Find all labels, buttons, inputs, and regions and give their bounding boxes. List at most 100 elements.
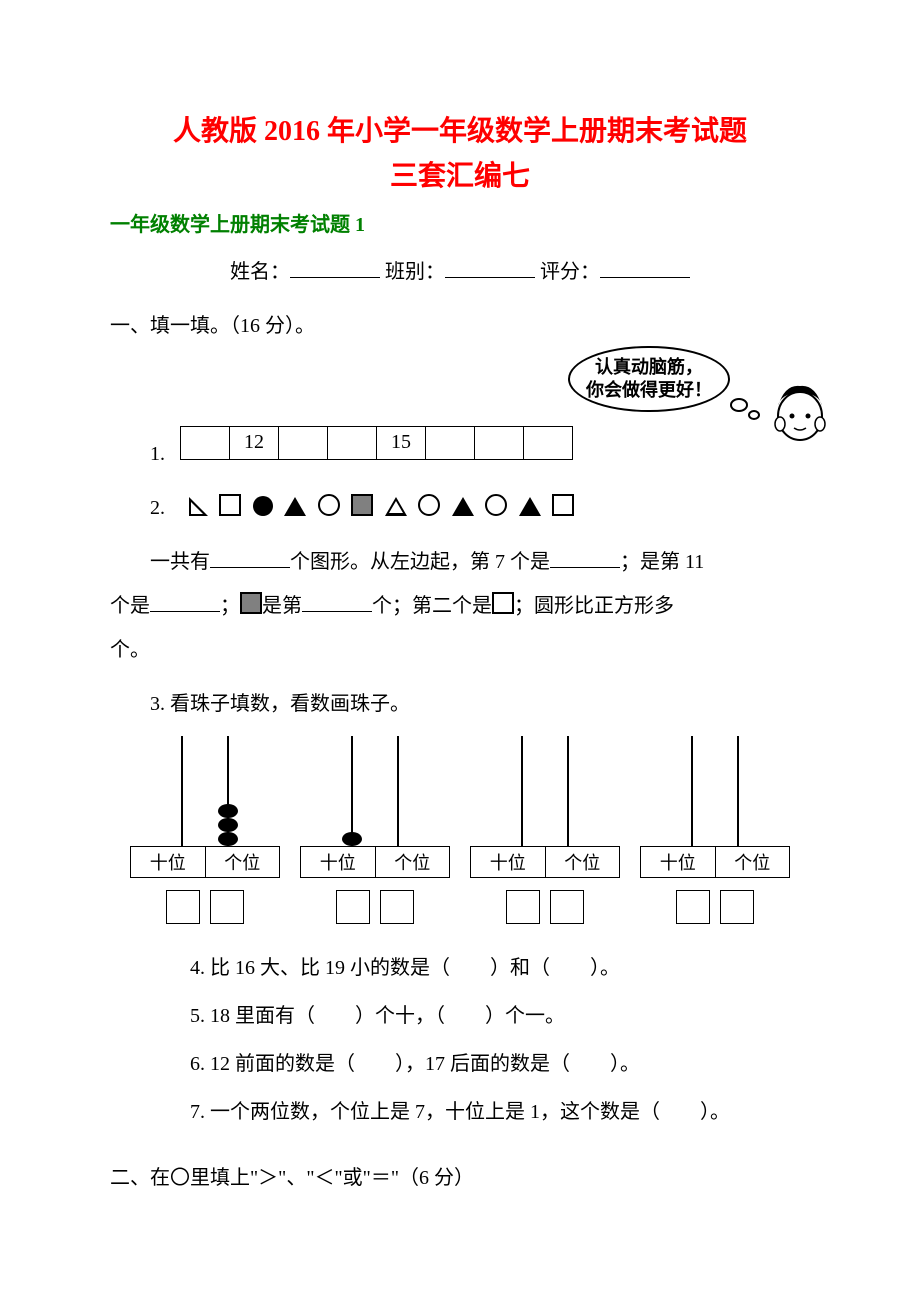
rods	[300, 736, 450, 846]
section-1-heading: 一、填一填。（16 分）。	[110, 306, 810, 346]
main-title: 人教版 2016 年小学一年级数学上册期末考试题 三套汇编七	[110, 110, 810, 200]
q2-text: 一共有 个图形。从左边起，第 7 个是 ；是第 11 个是 ； 是第 个；第二个是 ；圆形比…	[110, 540, 810, 672]
student-info: 姓名： 班别： 评分：	[110, 255, 810, 284]
bead-icon	[218, 804, 238, 818]
circle-outline-icon	[318, 494, 340, 516]
square-outline-icon	[552, 494, 574, 516]
bubble-tail	[748, 410, 760, 420]
title-line2: 三套汇编七	[390, 161, 530, 192]
q2-tg: 个；第二个是	[372, 595, 492, 617]
circle-outline-icon	[485, 494, 507, 516]
circle-outline-icon	[418, 494, 440, 516]
answer-box[interactable]	[676, 890, 710, 924]
q2-ti: 个。	[110, 639, 150, 661]
ones-label: 个位	[546, 847, 620, 877]
answer-box[interactable]	[550, 890, 584, 924]
blank[interactable]	[150, 589, 220, 612]
ones-rod[interactable]	[567, 736, 569, 846]
title-line1: 人教版 2016 年小学一年级数学上册期末考试题	[173, 116, 747, 147]
answer-boxes	[300, 890, 450, 924]
tens-rod	[351, 736, 353, 846]
q2-te: ；	[220, 595, 240, 617]
place-labels: 十位 个位	[130, 846, 280, 878]
triangle-fill-icon	[452, 497, 474, 516]
tens-rod[interactable]	[521, 736, 523, 846]
blank[interactable]	[302, 589, 372, 612]
q7: 7. 一个两位数，个位上是 7，十位上是 1，这个数是（ ）。	[190, 1088, 810, 1136]
blank[interactable]	[550, 545, 620, 568]
rods	[130, 736, 280, 846]
answer-box[interactable]	[336, 890, 370, 924]
abacus-4: 十位 个位	[640, 736, 790, 924]
square-outline-icon	[219, 494, 241, 516]
place-labels: 十位 个位	[470, 846, 620, 878]
triangle-fill-icon	[519, 497, 541, 516]
circle-fill-icon	[253, 496, 273, 516]
square-fill-icon	[351, 494, 373, 516]
place-labels: 十位 个位	[300, 846, 450, 878]
bead-icon	[342, 832, 362, 846]
name-label: 姓名：	[230, 261, 290, 283]
subtitle: 一年级数学上册期末考试题 1	[110, 208, 810, 237]
answer-boxes	[130, 890, 280, 924]
ones-label: 个位	[376, 847, 450, 877]
tens-rod	[181, 736, 183, 846]
bubble-line1: 认真动脑筋，	[595, 357, 703, 377]
answer-box[interactable]	[210, 890, 244, 924]
q2-row: 2.	[110, 494, 810, 520]
square-outline-icon	[492, 592, 514, 614]
answer-box[interactable]	[720, 890, 754, 924]
answer-box[interactable]	[166, 890, 200, 924]
abacus-2: 十位 个位	[300, 736, 450, 924]
tens-label: 十位	[641, 847, 716, 877]
speech-bubble: 认真动脑筋， 你会做得更好！	[568, 346, 730, 413]
q2-label: 2.	[150, 497, 165, 519]
ones-label: 个位	[206, 847, 280, 877]
answer-boxes	[470, 890, 620, 924]
q2-th: ；圆形比正方形多	[514, 595, 674, 617]
q2-td: 个是	[110, 595, 150, 617]
bead-icon	[218, 832, 238, 846]
rods	[470, 736, 620, 846]
q1-label: 1.	[150, 443, 165, 465]
triangle-fill-icon	[284, 497, 306, 516]
abacus-row: 十位 个位 十位 个位	[110, 736, 810, 924]
bubble-line2: 你会做得更好！	[586, 380, 712, 400]
ones-rod	[227, 736, 229, 846]
score-label: 评分：	[540, 261, 600, 283]
tens-label: 十位	[131, 847, 206, 877]
child-face-icon	[770, 376, 830, 446]
tens-label: 十位	[301, 847, 376, 877]
page: 人教版 2016 年小学一年级数学上册期末考试题 三套汇编七 一年级数学上册期末…	[0, 0, 920, 1258]
place-labels: 十位 个位	[640, 846, 790, 878]
answer-box[interactable]	[380, 890, 414, 924]
class-blank[interactable]	[445, 255, 535, 278]
abacus-3: 十位 个位	[470, 736, 620, 924]
triangle-outline-icon	[385, 497, 407, 516]
bubble-row: 认真动脑筋， 你会做得更好！	[110, 346, 810, 436]
q2-tc: ；是第 11	[620, 551, 704, 573]
ones-rod[interactable]	[737, 736, 739, 846]
blank[interactable]	[210, 545, 290, 568]
answer-box[interactable]	[506, 890, 540, 924]
section-2-heading: 二、在〇里填上"＞"、"＜"或"＝"（6 分）	[110, 1158, 810, 1198]
class-label: 班别：	[385, 261, 445, 283]
bubble-tail	[730, 398, 748, 412]
tens-rod[interactable]	[691, 736, 693, 846]
q2-tf: 是第	[262, 595, 302, 617]
right-triangle-icon	[189, 497, 208, 516]
ones-label: 个位	[716, 847, 790, 877]
answer-boxes	[640, 890, 790, 924]
q2-ta: 一共有	[150, 551, 210, 573]
ones-rod	[397, 736, 399, 846]
bead-icon	[218, 818, 238, 832]
q2-tb: 个图形。从左边起，第 7 个是	[290, 551, 550, 573]
tens-label: 十位	[471, 847, 546, 877]
score-blank[interactable]	[600, 255, 690, 278]
q6: 6. 12 前面的数是（ ），17 后面的数是（ ）。	[190, 1040, 810, 1088]
square-fill-icon	[240, 592, 262, 614]
q4: 4. 比 16 大、比 19 小的数是（ ）和（ ）。	[190, 944, 810, 992]
name-blank[interactable]	[290, 255, 380, 278]
q3-label: 3. 看珠子填数，看数画珠子。	[110, 682, 810, 726]
rods	[640, 736, 790, 846]
